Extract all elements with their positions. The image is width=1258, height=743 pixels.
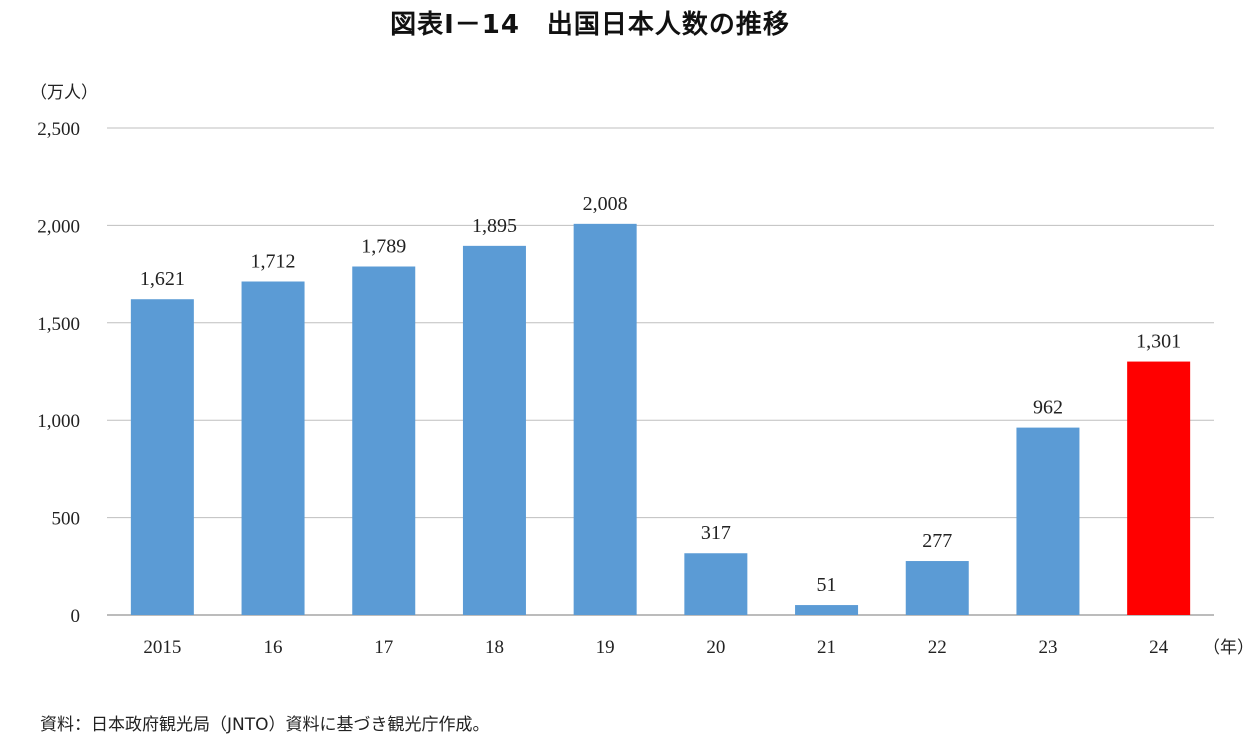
bar — [905, 561, 969, 615]
y-tick-label: 500 — [52, 509, 81, 530]
y-tick-label: 2,500 — [37, 119, 80, 140]
data-label: 962 — [1033, 397, 1063, 419]
x-axis-ticks: 2015 16 17 18 19 20 21 22 23 24 — [143, 637, 1168, 658]
y-axis-unit-label: （万人） — [30, 83, 98, 103]
data-label: 51 — [817, 574, 837, 596]
bar — [241, 281, 305, 615]
bar — [684, 553, 748, 615]
y-tick-label: 0 — [71, 606, 81, 627]
x-tick-label: 21 — [817, 637, 836, 658]
y-tick-label: 2,000 — [37, 216, 80, 237]
x-tick-label: 22 — [928, 637, 947, 658]
bar — [352, 266, 416, 615]
x-tick-label: 20 — [706, 637, 725, 658]
data-label: 1,895 — [472, 215, 517, 237]
x-tick-label: 19 — [596, 637, 615, 658]
bar — [795, 605, 859, 615]
data-label: 317 — [701, 522, 731, 544]
data-label: 1,301 — [1136, 331, 1181, 353]
data-label: 1,712 — [251, 251, 296, 273]
bar — [1016, 427, 1080, 615]
bar — [130, 299, 194, 615]
bar-chart: 1,621 1,712 1,789 1,895 2,008 317 51 277 962 1,30… — [30, 83, 1254, 658]
data-label: 277 — [922, 530, 952, 552]
y-tick-label: 1,500 — [37, 314, 80, 335]
data-label: 1,789 — [361, 236, 406, 258]
source-note: 資料：日本政府観光局（JNTO）資料に基づき観光庁作成。 — [40, 715, 490, 735]
x-tick-label: 2015 — [143, 637, 181, 658]
x-tick-label: 18 — [485, 637, 504, 658]
data-label: 2,008 — [583, 193, 628, 215]
bars — [130, 223, 1191, 615]
y-tick-label: 1,000 — [37, 411, 80, 432]
x-tick-label: 24 — [1149, 637, 1169, 658]
bar — [573, 223, 637, 615]
chart-title: 図表Ⅰ－14 出国日本人数の推移 — [390, 10, 790, 40]
x-tick-label: 23 — [1038, 637, 1057, 658]
bar — [1127, 361, 1191, 615]
x-tick-label: 17 — [374, 637, 393, 658]
data-labels: 1,621 1,712 1,789 1,895 2,008 317 51 277 962 1,30… — [140, 193, 1181, 596]
data-label: 1,621 — [140, 268, 185, 290]
x-tick-label: 16 — [264, 637, 283, 658]
bar — [462, 245, 526, 615]
y-axis-ticks: 0 500 1,000 1,500 2,000 2,500 — [37, 119, 80, 627]
x-axis-unit-label: （年） — [1203, 638, 1254, 658]
